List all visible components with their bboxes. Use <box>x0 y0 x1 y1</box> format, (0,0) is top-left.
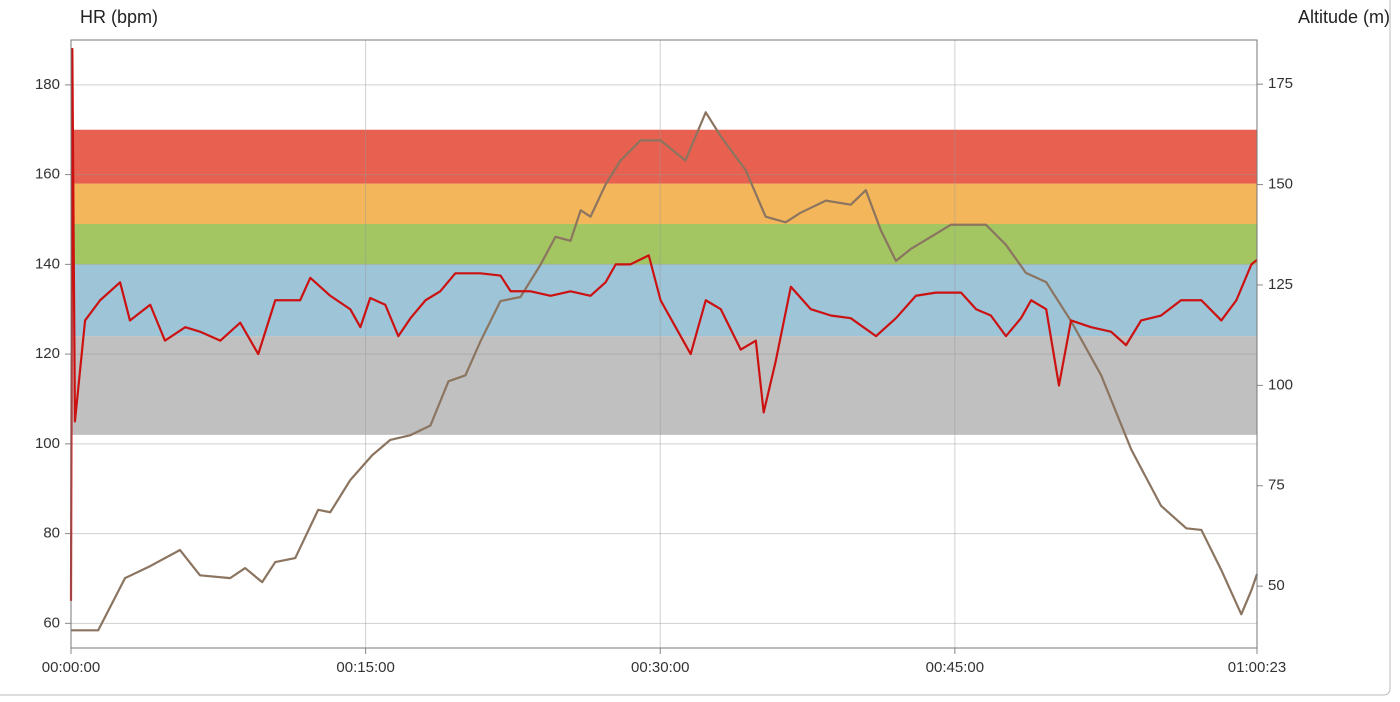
x-tick-label: 01:00:23 <box>1228 659 1286 676</box>
hr-zone <box>71 183 1257 224</box>
y-tick-label: 140 <box>35 255 60 272</box>
hr-zone <box>71 264 1257 337</box>
y-tick-label: 160 <box>35 166 60 183</box>
x-tick-label: 00:00:00 <box>42 659 100 676</box>
altitude-line <box>71 111 1259 632</box>
x-tick-label: 00:30:00 <box>631 659 689 676</box>
y2-tick-label: 125 <box>1268 276 1293 293</box>
x-tick-label: 00:15:00 <box>336 659 394 676</box>
y-tick-label: 80 <box>43 525 60 542</box>
y2-axis-title: Altitude (m) <box>1298 7 1390 27</box>
x-tick-label: 00:45:00 <box>926 659 984 676</box>
y2-tick-label: 75 <box>1268 477 1285 494</box>
hr-zone <box>71 129 1257 184</box>
hr-zone <box>71 223 1257 265</box>
y-tick-label: 60 <box>43 614 60 631</box>
hr-line <box>69 47 1258 601</box>
y-axis-title: HR (bpm) <box>80 7 158 27</box>
y2-tick-label: 175 <box>1268 75 1293 92</box>
y2-tick-label: 50 <box>1268 577 1285 594</box>
y-tick-label: 120 <box>35 345 60 362</box>
y2-tick-label: 100 <box>1268 376 1293 393</box>
y2-tick-label: 150 <box>1268 176 1293 193</box>
plot-border <box>70 39 1258 649</box>
hr-zone <box>71 336 1257 435</box>
y-tick-label: 180 <box>35 76 60 93</box>
y-tick-label: 100 <box>35 435 60 452</box>
